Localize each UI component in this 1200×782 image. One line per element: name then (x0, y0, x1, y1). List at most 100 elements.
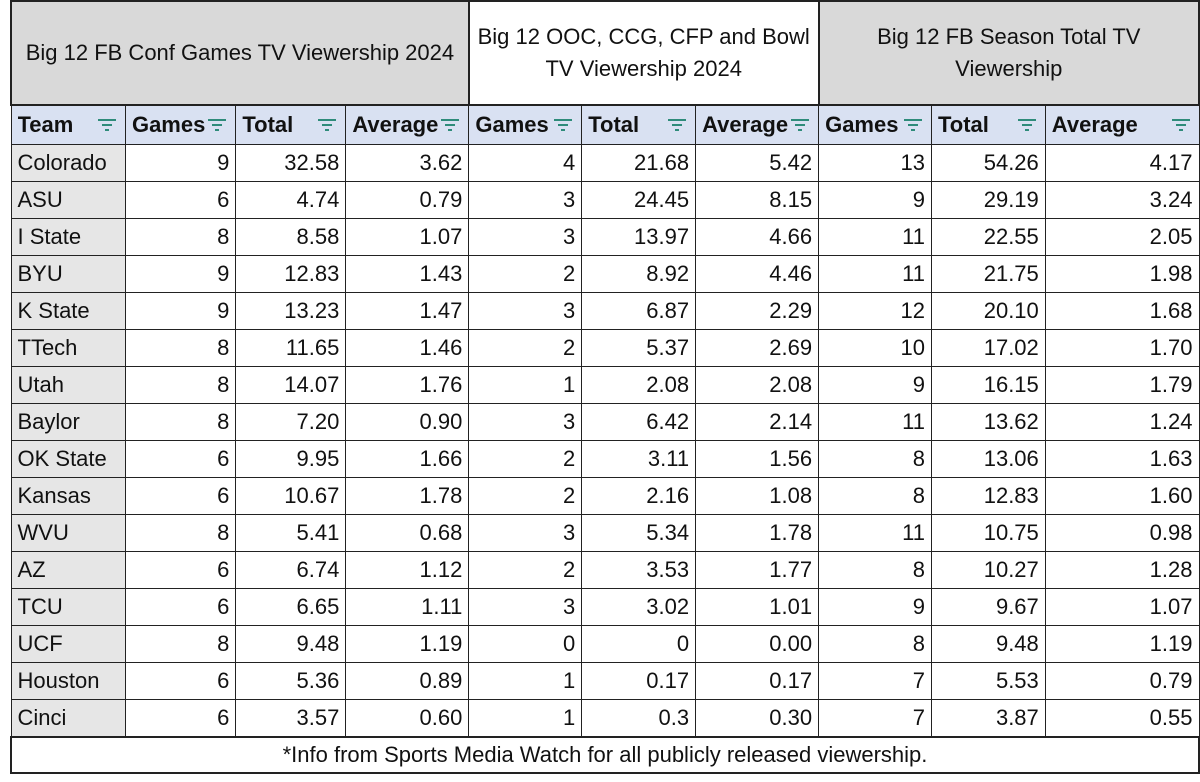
team-cell: ASU (10, 181, 126, 219)
value-cell: 6.74 (235, 551, 347, 589)
value-cell: 1.60 (1044, 477, 1200, 515)
value-cell: 1.43 (345, 255, 470, 293)
value-cell: 12 (818, 292, 932, 330)
group-header: Big 12 FB Season Total TV Viewership (817, 0, 1200, 106)
header-text: Average (352, 112, 439, 137)
value-cell: 10.27 (930, 551, 1046, 589)
value-cell: 0 (581, 625, 697, 663)
team-cell: UCF (10, 625, 126, 663)
value-cell: 2.08 (695, 366, 820, 404)
column-header: Games (124, 104, 237, 145)
value-cell: 9 (818, 588, 932, 626)
data-row: ASU 6 4.74 0.79 3 24.45 8.15 9 29.19 3.24 (10, 181, 1200, 219)
filter-button[interactable] (205, 116, 229, 134)
header-text: Average (702, 112, 789, 137)
value-cell: 1.70 (1044, 329, 1200, 367)
value-cell: 14.07 (235, 366, 347, 404)
value-cell: 1.77 (695, 551, 820, 589)
value-cell: 1 (468, 662, 583, 700)
team-cell: AZ (10, 551, 126, 589)
value-cell: 3 (468, 588, 583, 626)
value-cell: 1.46 (345, 329, 470, 367)
team-cell: Colorado (10, 144, 126, 182)
value-cell: 2.16 (581, 477, 697, 515)
value-cell: 1.19 (345, 625, 470, 663)
team-cell: TCU (10, 588, 126, 626)
header-cell: Total (938, 112, 1039, 138)
filter-button[interactable] (315, 116, 339, 134)
group-header: Big 12 OOC, CCG, CFP and Bowl TV Viewers… (467, 0, 820, 106)
value-cell: 13 (818, 144, 932, 182)
header-text: Games (131, 112, 206, 137)
data-row: TCU 6 6.65 1.11 3 3.02 1.01 9 9.67 1.07 (10, 588, 1200, 626)
column-header: Total (930, 104, 1046, 145)
filter-button[interactable] (788, 116, 812, 134)
value-cell: 7.20 (235, 403, 347, 441)
value-cell: 1.24 (1044, 403, 1200, 441)
value-cell: 3.53 (581, 551, 697, 589)
value-cell: 2 (468, 255, 583, 293)
value-cell: 9 (124, 292, 237, 330)
value-cell: 0.79 (1044, 662, 1200, 700)
header-cell: Total (588, 112, 689, 138)
value-cell: 8 (124, 403, 237, 441)
value-cell: 6 (124, 551, 237, 589)
value-cell: 11.65 (235, 329, 347, 367)
value-cell: 2.08 (581, 366, 697, 404)
value-cell: 1.66 (345, 440, 470, 478)
data-row: BYU 9 12.83 1.43 2 8.92 4.46 11 21.75 1.98 (10, 255, 1200, 293)
spreadsheet-table: Big 12 FB Conf Games TV Viewership 2024 B… (10, 0, 1200, 774)
data-row: I State 8 8.58 1.07 3 13.97 4.66 11 22.55 2.05 (10, 218, 1200, 256)
value-cell: 9 (124, 144, 237, 182)
value-cell: 2.69 (695, 329, 820, 367)
filter-button[interactable] (438, 116, 462, 134)
value-cell: 5.34 (581, 514, 697, 552)
column-header: Average (695, 104, 820, 145)
value-cell: 0 (468, 625, 583, 663)
data-row: TTech 8 11.65 1.46 2 5.37 2.69 10 17.02 1.70 (10, 329, 1200, 367)
header-cell: Games (132, 112, 229, 138)
header-cell: Total (242, 112, 339, 138)
value-cell: 8.92 (581, 255, 697, 293)
header-cell: Games (825, 112, 925, 138)
value-cell: 1.07 (345, 218, 470, 256)
value-cell: 6.65 (235, 588, 347, 626)
header-cell: Games (475, 112, 575, 138)
filter-button[interactable] (665, 116, 689, 134)
value-cell: 2.29 (695, 292, 820, 330)
value-cell: 0.68 (345, 514, 470, 552)
filter-button[interactable] (1169, 116, 1193, 134)
value-cell: 3.57 (235, 699, 347, 738)
value-cell: 13.97 (581, 218, 697, 256)
value-cell: 0.60 (345, 699, 470, 738)
team-cell: I State (10, 218, 126, 256)
value-cell: 9 (818, 181, 932, 219)
team-cell: Baylor (10, 403, 126, 441)
value-cell: 1.47 (345, 292, 470, 330)
value-cell: 0.3 (581, 699, 697, 738)
filter-button[interactable] (95, 116, 119, 134)
value-cell: 11 (818, 255, 932, 293)
filter-button[interactable] (1015, 116, 1039, 134)
value-cell: 1.79 (1044, 366, 1200, 404)
value-cell: 1.19 (1044, 625, 1200, 663)
value-cell: 1.12 (345, 551, 470, 589)
value-cell: 0.98 (1044, 514, 1200, 552)
data-row: Baylor 8 7.20 0.90 3 6.42 2.14 11 13.62 1.24 (10, 403, 1200, 441)
header-text: Average (1051, 112, 1138, 137)
value-cell: 4 (468, 144, 583, 182)
value-cell: 21.68 (581, 144, 697, 182)
value-cell: 7 (818, 699, 932, 738)
value-cell: 17.02 (930, 329, 1046, 367)
value-cell: 3.24 (1044, 181, 1200, 219)
value-cell: 3.62 (345, 144, 470, 182)
value-cell: 8 (124, 218, 237, 256)
column-header: Total (235, 104, 347, 145)
value-cell: 1.01 (695, 588, 820, 626)
value-cell: 3.11 (581, 440, 697, 478)
value-cell: 3 (468, 514, 583, 552)
filter-button[interactable] (901, 116, 925, 134)
value-cell: 16.15 (930, 366, 1046, 404)
filter-button[interactable] (551, 116, 575, 134)
